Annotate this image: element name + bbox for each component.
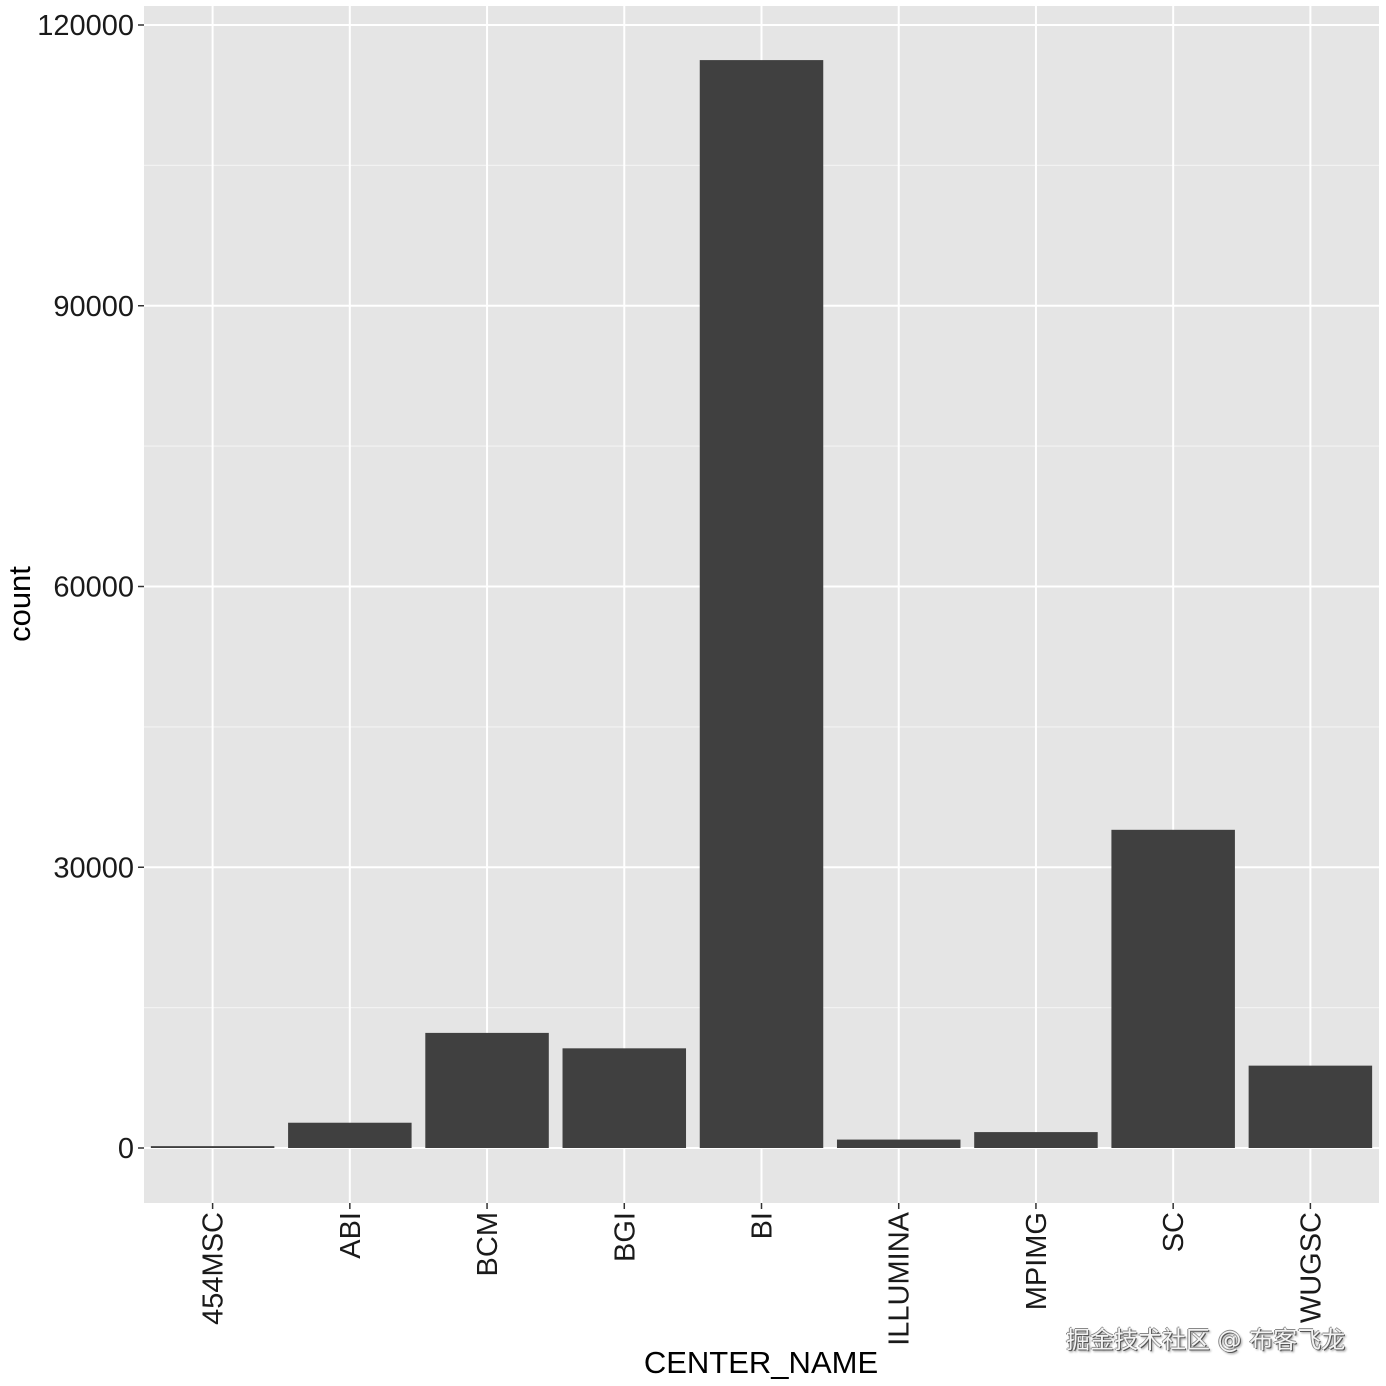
bar-abi <box>288 1122 412 1148</box>
x-tick-label: ABI <box>335 1212 367 1259</box>
x-tick-label: 454MSC <box>198 1212 230 1325</box>
x-axis-title: CENTER_NAME <box>644 1345 878 1380</box>
y-axis: 0 30000 60000 90000 120000 <box>37 10 144 1165</box>
bar-wugsc <box>1248 1065 1373 1148</box>
watermark: 掘金技术社区 @ 布客飞龙 <box>1066 1326 1346 1354</box>
x-tick-label: WUGSC <box>1295 1212 1327 1323</box>
x-axis: 454MSC ABI BCM BGI BI ILLUMINA MPIMG SC WUGSC <box>198 1203 1327 1346</box>
y-tick-label: 30000 <box>53 852 134 884</box>
y-tick-label: 60000 <box>53 572 134 604</box>
bar-bgi <box>562 1048 687 1148</box>
bar-bcm <box>425 1032 549 1148</box>
y-axis-title: count <box>2 566 37 642</box>
bar-mpimg <box>974 1132 1098 1148</box>
x-tick-label: BI <box>747 1212 779 1239</box>
bar-illumina <box>836 1139 961 1148</box>
x-tick-label: MPIMG <box>1021 1212 1053 1310</box>
x-tick-label: ILLUMINA <box>884 1211 916 1345</box>
bar-sc <box>1111 829 1235 1148</box>
bar-bi <box>699 60 824 1148</box>
bar-454msc <box>150 1146 275 1148</box>
y-tick-label: 90000 <box>53 291 134 323</box>
x-tick-label: SC <box>1158 1212 1190 1252</box>
x-tick-label: BCM <box>472 1212 504 1276</box>
bars <box>150 60 1373 1148</box>
y-tick-label: 120000 <box>37 10 134 42</box>
x-tick-label: BGI <box>609 1212 641 1262</box>
y-tick-label: 0 <box>118 1133 134 1165</box>
